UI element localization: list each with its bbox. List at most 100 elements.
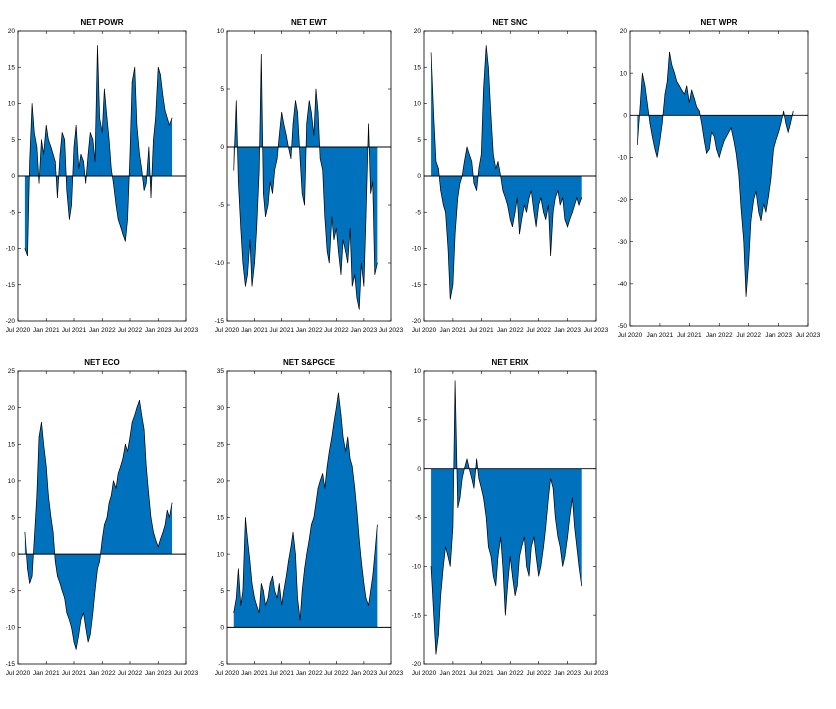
data-point	[758, 211, 760, 213]
data-point	[459, 182, 461, 184]
x-tick-label: Jan 2023	[145, 670, 172, 677]
series-area	[24, 45, 173, 256]
x-tick-label: Jan 2023	[351, 327, 378, 334]
data-point	[340, 414, 342, 416]
data-point	[285, 575, 287, 577]
data-point	[535, 556, 537, 557]
data-point	[701, 123, 703, 125]
data-point	[269, 583, 271, 584]
x-tick-label: Jan 2021	[647, 332, 674, 339]
series-line	[24, 45, 173, 256]
data-point	[113, 480, 114, 482]
x-tick-label: Jul 2021	[469, 670, 494, 677]
data-point	[509, 556, 511, 557]
x-tick-label: Jul 2021	[269, 327, 294, 334]
data-point	[478, 478, 480, 479]
data-point	[664, 93, 666, 95]
data-point	[304, 204, 305, 206]
data-point	[78, 168, 80, 170]
chart-title: NET ECO	[84, 358, 120, 367]
data-point	[370, 193, 371, 194]
data-point	[521, 546, 523, 548]
data-point	[433, 117, 435, 119]
y-tick-label: 20	[620, 28, 628, 35]
data-point	[162, 95, 164, 97]
data-point	[292, 123, 294, 125]
data-point	[728, 131, 730, 133]
data-point	[676, 81, 678, 82]
data-point	[505, 197, 506, 199]
data-point	[368, 123, 369, 125]
data-point	[66, 612, 68, 614]
data-point	[89, 634, 91, 636]
data-point	[372, 575, 374, 577]
x-tick-label: Jul 2023	[584, 327, 609, 334]
data-point	[377, 524, 378, 526]
data-point	[495, 585, 497, 587]
data-point	[745, 296, 747, 297]
data-point	[285, 135, 287, 136]
data-point	[452, 284, 454, 286]
data-point	[500, 536, 501, 538]
data-point	[164, 110, 166, 112]
data-point	[528, 197, 530, 199]
data-point	[113, 182, 114, 184]
data-point	[256, 227, 257, 229]
data-point	[242, 590, 244, 592]
data-point	[315, 502, 317, 504]
data-point	[281, 605, 283, 606]
chart-panel-4: NET WPR -50 -40 -30 -20 -10 0 10 20 Jul 2020 Jan 2…	[618, 18, 821, 339]
data-point	[145, 465, 147, 467]
data-point	[550, 255, 551, 257]
data-point	[735, 152, 737, 154]
y-tick-label: -5	[9, 588, 15, 595]
data-point	[505, 614, 506, 616]
data-point	[480, 153, 482, 155]
data-point	[440, 595, 441, 596]
data-point	[763, 203, 764, 205]
data-point	[447, 248, 449, 249]
data-point	[125, 443, 126, 445]
x-tick-label: Jan 2022	[296, 670, 323, 677]
data-point	[29, 583, 31, 584]
data-point	[646, 102, 648, 103]
data-point	[122, 233, 124, 235]
x-tick-label: Jul 2023	[379, 670, 404, 677]
data-point	[743, 241, 745, 243]
y-tick-label: 5	[417, 137, 421, 144]
data-point	[171, 117, 173, 119]
data-point	[368, 605, 369, 606]
data-point	[295, 553, 296, 555]
y-tick-label: -50	[618, 323, 628, 330]
y-tick-label: 0	[417, 466, 421, 473]
data-point	[713, 136, 715, 137]
data-point	[550, 478, 551, 479]
axes-box	[629, 30, 809, 327]
data-point	[545, 526, 547, 528]
data-point	[254, 597, 255, 599]
data-point	[696, 106, 698, 108]
data-point	[122, 458, 124, 460]
data-point	[315, 88, 317, 90]
data-point	[485, 517, 487, 518]
x-tick-label: Jul 2022	[118, 670, 143, 677]
y-tick-label: -15	[6, 282, 16, 289]
data-point	[483, 497, 484, 499]
data-point	[519, 556, 520, 557]
data-point	[666, 81, 668, 82]
data-point	[83, 161, 84, 162]
data-point	[276, 158, 278, 159]
data-point	[61, 590, 63, 592]
data-point	[125, 240, 126, 242]
data-point	[50, 517, 52, 518]
data-point	[738, 173, 740, 175]
y-tick-label: 5	[11, 515, 15, 522]
data-point	[787, 131, 789, 133]
data-point	[59, 583, 61, 584]
data-point	[447, 556, 449, 557]
chart-title: NET ERIX	[492, 358, 530, 367]
data-point	[326, 251, 328, 252]
data-point	[559, 204, 561, 206]
data-point	[69, 219, 70, 220]
